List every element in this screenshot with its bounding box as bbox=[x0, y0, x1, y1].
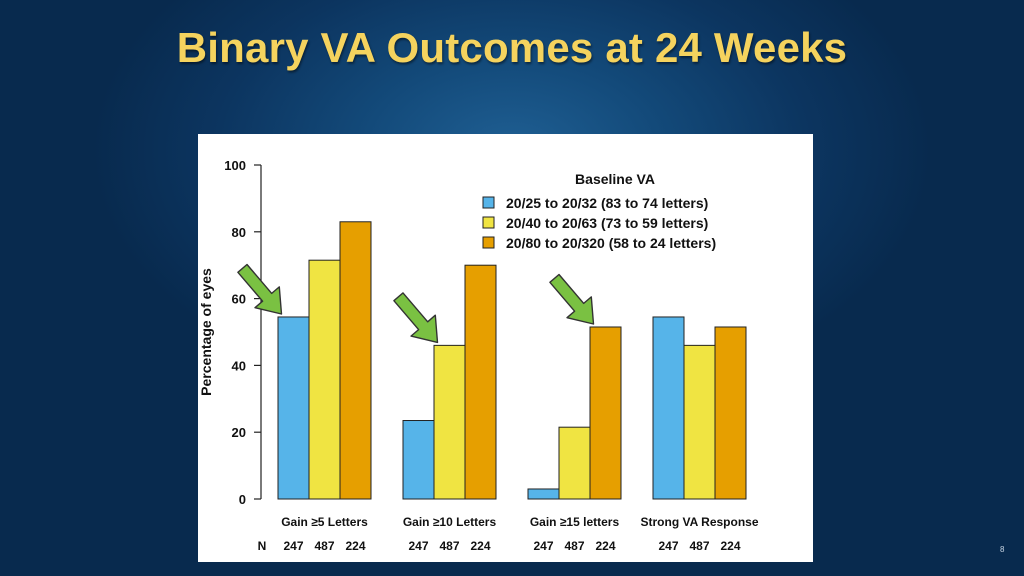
n-value: 487 bbox=[564, 539, 584, 553]
y-tick-label: 0 bbox=[239, 492, 246, 507]
bar-1-1 bbox=[277, 316, 310, 500]
bar-3-3 bbox=[589, 326, 622, 500]
legend-title: Baseline VA bbox=[575, 171, 655, 187]
n-value: 247 bbox=[283, 539, 303, 553]
n-value: 224 bbox=[470, 539, 490, 553]
bar-1-4 bbox=[652, 316, 685, 500]
n-value: 487 bbox=[439, 539, 459, 553]
n-value: 247 bbox=[533, 539, 553, 553]
arrow-annotation-2 bbox=[393, 292, 439, 344]
arrow-annotation-3 bbox=[549, 273, 595, 325]
legend-label-1: 20/25 to 20/32 (83 to 74 letters) bbox=[506, 195, 708, 211]
bar-2-3 bbox=[558, 426, 591, 500]
y-tick-label: 100 bbox=[224, 158, 246, 173]
legend-swatch-1 bbox=[482, 196, 495, 209]
y-tick-label: 20 bbox=[232, 425, 246, 440]
bar-3-2 bbox=[464, 264, 497, 500]
bar-chart: 0 20 40 60 80 100 Percentage of eyes Gain ≥5 Le… bbox=[198, 158, 759, 553]
legend-swatch-2 bbox=[482, 216, 495, 229]
category-label: Gain ≥5 Letters bbox=[281, 515, 368, 529]
n-value: 224 bbox=[345, 539, 365, 553]
y-tick-label: 40 bbox=[232, 358, 246, 373]
n-value: 487 bbox=[689, 539, 709, 553]
legend-label-2: 20/40 to 20/63 (73 to 59 letters) bbox=[506, 215, 708, 231]
category-label: Gain ≥15 letters bbox=[530, 515, 620, 529]
y-tick-label: 80 bbox=[232, 225, 246, 240]
slide-number: 8 bbox=[1000, 545, 1005, 554]
bar-1-2 bbox=[402, 420, 435, 500]
chart-panel: 0 20 40 60 80 100 Percentage of eyes Gain ≥5 Le… bbox=[198, 134, 813, 562]
y-tick-label: 60 bbox=[232, 292, 246, 307]
category-label: Strong VA Response bbox=[640, 515, 758, 529]
bar-2-2 bbox=[433, 344, 466, 500]
legend-swatch-3 bbox=[482, 236, 495, 249]
n-value: 224 bbox=[595, 539, 615, 553]
bar-2-1 bbox=[308, 259, 341, 500]
n-value: 487 bbox=[314, 539, 334, 553]
n-value: 247 bbox=[658, 539, 678, 553]
arrow-annotation-1 bbox=[237, 263, 283, 315]
bar-3-1 bbox=[339, 221, 372, 500]
bar-3-4 bbox=[714, 326, 747, 500]
category-label: Gain ≥10 Letters bbox=[403, 515, 497, 529]
n-row-label: N bbox=[258, 539, 267, 553]
n-value: 224 bbox=[720, 539, 740, 553]
slide-title: Binary VA Outcomes at 24 Weeks bbox=[176, 24, 848, 71]
bar-2-4 bbox=[683, 344, 716, 500]
legend-label-3: 20/80 to 20/320 (58 to 24 letters) bbox=[506, 235, 716, 251]
n-value: 247 bbox=[408, 539, 428, 553]
y-axis-title: Percentage of eyes bbox=[198, 268, 214, 396]
bar-1-3 bbox=[527, 488, 560, 500]
